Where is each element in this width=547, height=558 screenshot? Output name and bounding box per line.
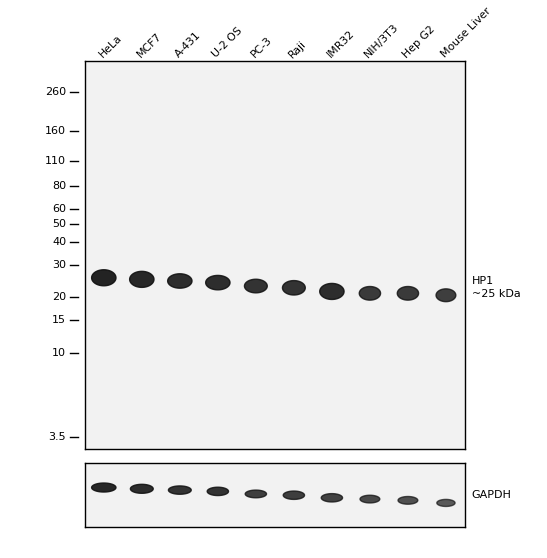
Text: IMR32: IMR32 (325, 28, 356, 60)
Text: GAPDH: GAPDH (472, 490, 511, 500)
Text: U-2 OS: U-2 OS (211, 26, 245, 60)
Text: Mouse Liver: Mouse Liver (439, 6, 492, 60)
Polygon shape (130, 271, 154, 287)
Text: MCF7: MCF7 (135, 31, 163, 60)
Polygon shape (245, 279, 267, 293)
Polygon shape (206, 276, 230, 290)
Text: 50: 50 (52, 219, 66, 229)
Text: 3.5: 3.5 (49, 432, 66, 442)
Text: 20: 20 (52, 292, 66, 302)
Text: 30: 30 (52, 260, 66, 270)
Text: 60: 60 (52, 204, 66, 214)
Polygon shape (360, 496, 380, 503)
Polygon shape (397, 286, 418, 300)
Text: 110: 110 (45, 156, 66, 166)
Polygon shape (320, 283, 344, 300)
Polygon shape (321, 494, 342, 502)
Polygon shape (283, 491, 305, 499)
Polygon shape (436, 289, 456, 302)
Text: 40: 40 (52, 237, 66, 247)
Text: 15: 15 (52, 315, 66, 325)
Text: A-431: A-431 (173, 30, 202, 60)
Polygon shape (245, 490, 266, 498)
Text: 260: 260 (45, 87, 66, 97)
Polygon shape (92, 483, 116, 492)
Polygon shape (92, 270, 116, 286)
Text: NIH/3T3: NIH/3T3 (363, 22, 401, 60)
Polygon shape (437, 499, 455, 507)
Polygon shape (168, 274, 192, 288)
Polygon shape (168, 486, 191, 494)
Polygon shape (207, 487, 229, 496)
Polygon shape (130, 484, 153, 493)
Polygon shape (282, 281, 305, 295)
Text: Raji: Raji (287, 39, 308, 60)
Polygon shape (359, 286, 381, 300)
Polygon shape (398, 497, 418, 504)
Text: HeLa: HeLa (97, 33, 124, 60)
Text: PC-3: PC-3 (249, 35, 274, 60)
Text: 10: 10 (52, 348, 66, 358)
Text: Hep G2: Hep G2 (401, 24, 437, 60)
Text: 80: 80 (52, 181, 66, 191)
Text: 160: 160 (45, 126, 66, 136)
Text: HP1
~25 kDa: HP1 ~25 kDa (472, 276, 520, 300)
